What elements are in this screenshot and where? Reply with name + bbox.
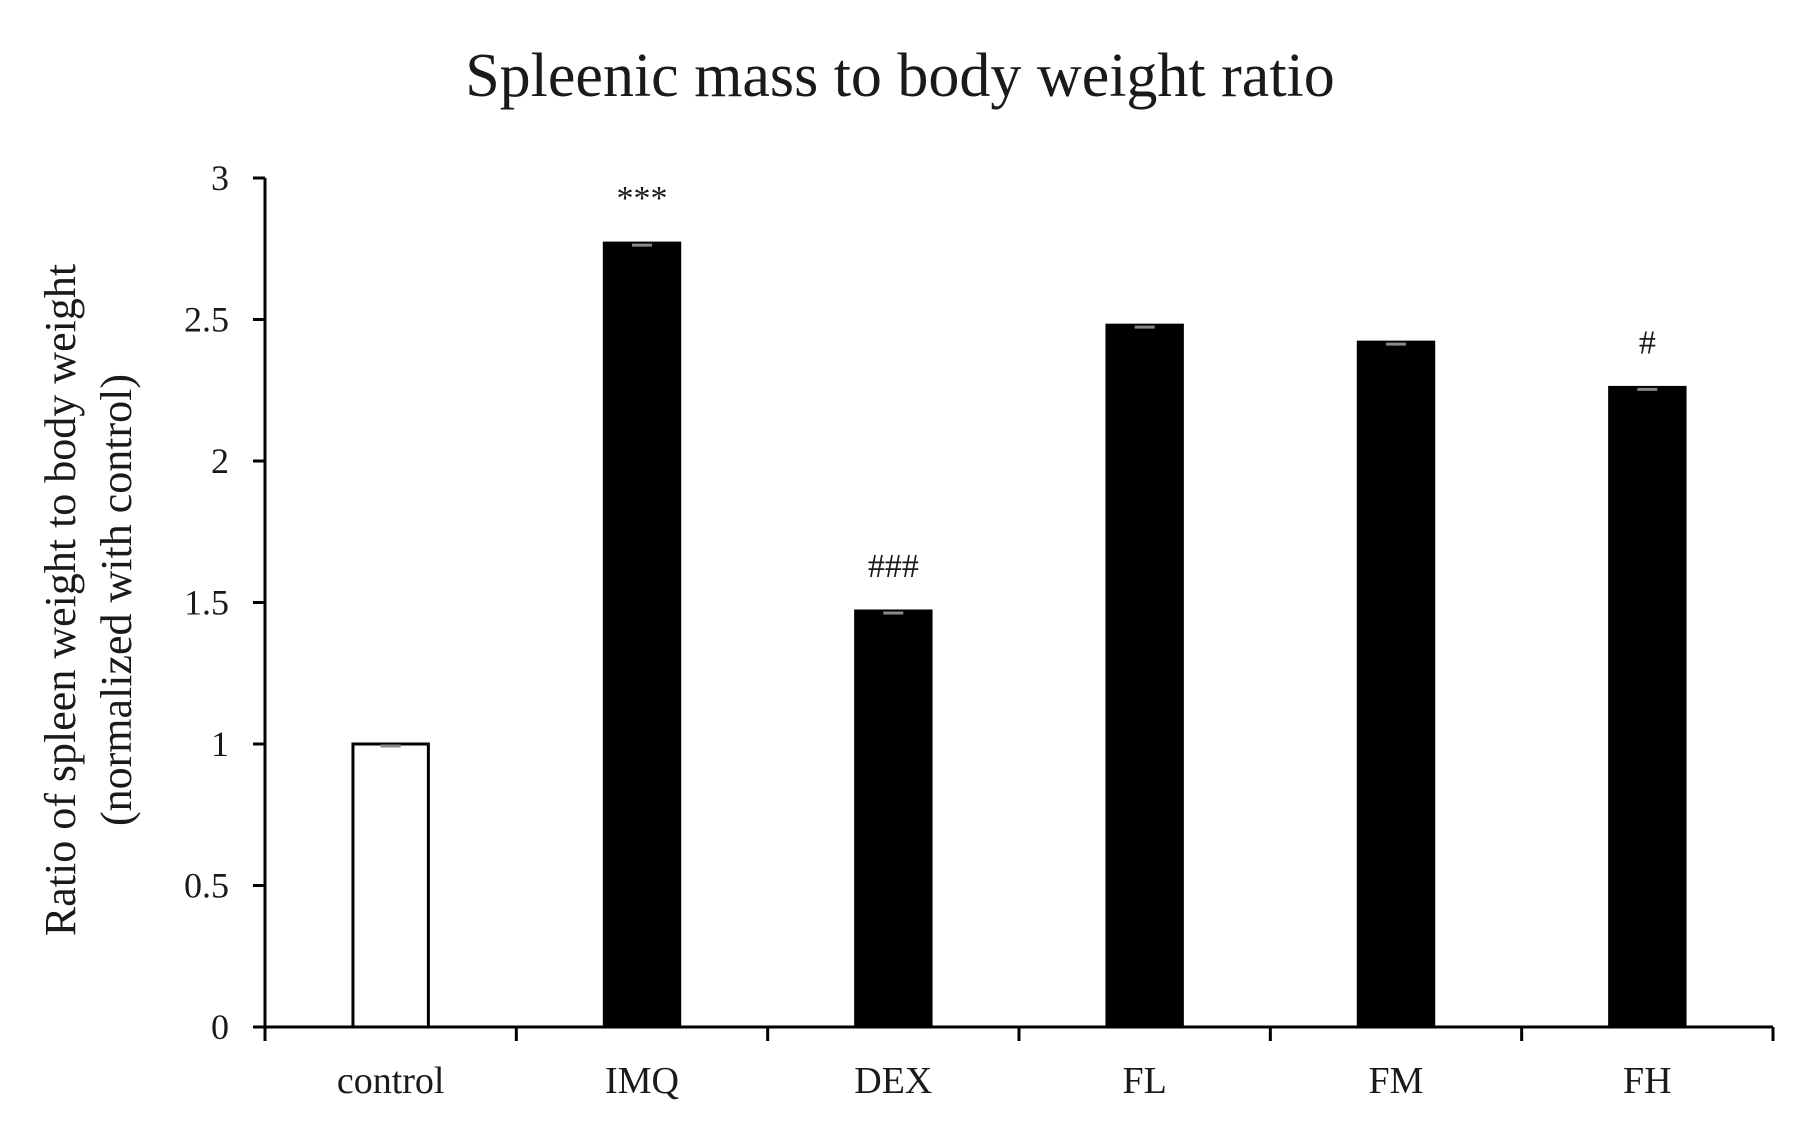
bar-imq [602, 241, 682, 1029]
x-tick-label: DEX [854, 1060, 932, 1102]
y-axis-label-line1: Ratio of spleen weight to body weight [36, 264, 85, 936]
x-tick-label: FL [1122, 1060, 1166, 1102]
y-tick-label: 0.5 [184, 866, 229, 906]
significance-label: ### [868, 548, 919, 585]
x-ticks [263, 1027, 1775, 1041]
y-tick-label: 1 [211, 724, 229, 764]
y-tick-label: 3 [211, 158, 229, 198]
bar-control [351, 742, 430, 1029]
y-ticks: 0 0.5 1 1.5 2 2.5 3 [184, 158, 265, 1047]
x-tick-label: FM [1369, 1060, 1424, 1102]
bar-fl [1105, 323, 1184, 1029]
chart-title: Spleenic mass to body weight ratio [465, 42, 1335, 110]
x-tick-label: IMQ [605, 1060, 679, 1102]
significance-label: *** [617, 180, 668, 217]
significance-label: # [1639, 324, 1656, 361]
x-tick-label: FH [1623, 1060, 1672, 1102]
y-tick-label: 2 [211, 441, 229, 481]
bar-fm [1356, 340, 1436, 1029]
bar-dex [854, 609, 933, 1029]
bar-fh [1608, 385, 1687, 1029]
y-tick-label: 1.5 [184, 583, 229, 623]
x-tick-label: control [337, 1060, 445, 1102]
y-axis-label-line2: (normalized with control) [92, 374, 141, 826]
bars [351, 241, 1687, 1029]
labels: control IMQ *** DEX ### FL FM FH # [337, 180, 1672, 1102]
y-tick-label: 0 [211, 1007, 229, 1047]
y-tick-label: 2.5 [184, 300, 229, 340]
